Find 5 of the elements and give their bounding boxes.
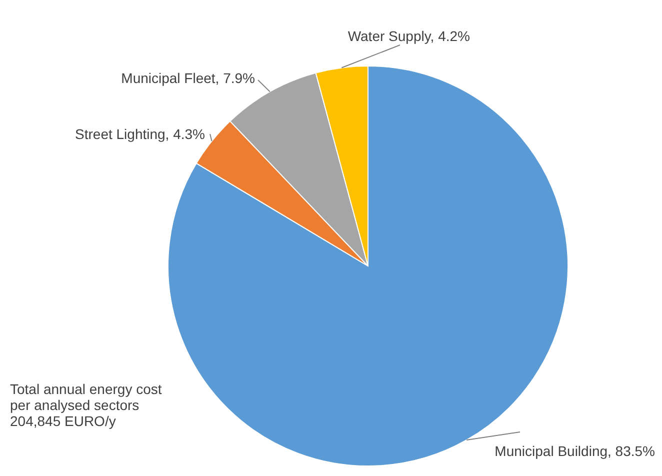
- slice-label: Street Lighting, 4.3%: [75, 126, 205, 142]
- slice-label: Municipal Fleet, 7.9%: [121, 70, 255, 86]
- slice-label: Municipal Building, 83.5%: [494, 443, 655, 459]
- slice-label: Water Supply, 4.2%: [348, 28, 470, 44]
- text: Total annual energy cost per analysed sectors 204,845 EURO/y: [10, 381, 162, 429]
